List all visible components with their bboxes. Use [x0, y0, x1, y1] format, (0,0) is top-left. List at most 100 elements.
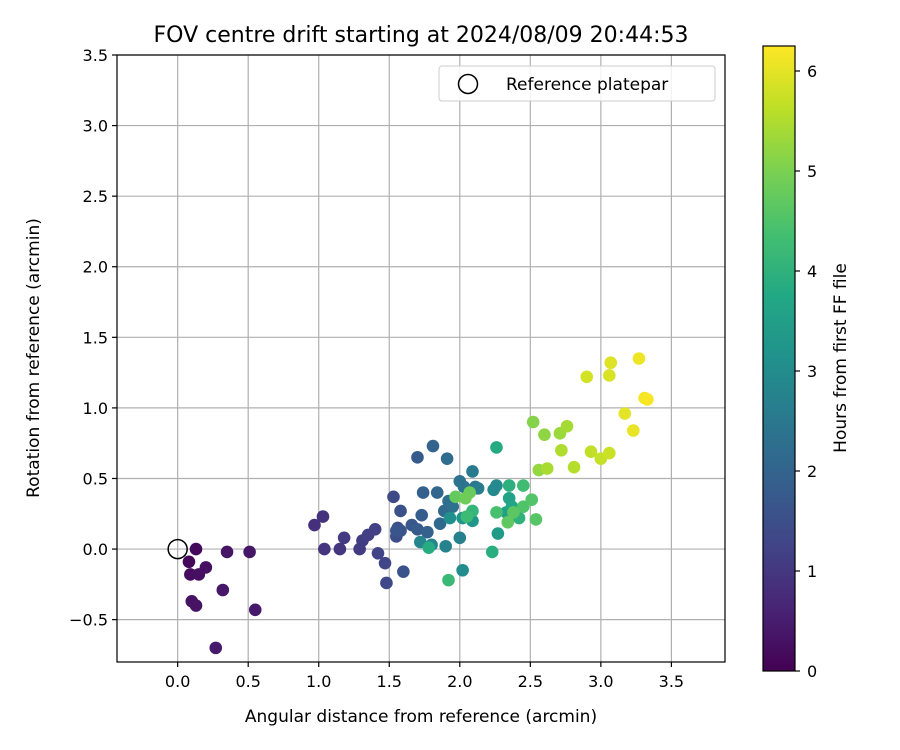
- data-point: [459, 491, 472, 505]
- y-tick-label: 2.0: [83, 258, 108, 277]
- y-tick-label: 3.5: [83, 46, 108, 65]
- data-point: [416, 486, 430, 499]
- x-tick-label: 1.0: [306, 672, 331, 691]
- data-point: [490, 506, 503, 519]
- x-axis-label: Angular distance from reference (arcmin): [245, 707, 597, 727]
- x-tick-label: 1.5: [377, 672, 402, 691]
- colorbar-ticks: 0 1 2 3 4 5 6: [795, 62, 817, 681]
- x-tick-label: 3.0: [588, 672, 613, 691]
- reference-platepar-marker: [167, 538, 188, 560]
- x-tick-label: 0.0: [165, 672, 190, 691]
- data-point: [604, 356, 618, 370]
- data-point: [209, 641, 223, 655]
- colorbar-gradient: [762, 45, 796, 672]
- data-point: [443, 511, 457, 525]
- data-point: [466, 465, 479, 478]
- data-point: [439, 539, 452, 553]
- data-point: [538, 428, 551, 442]
- data-point: [516, 500, 530, 514]
- colorbar-tick-label: 0: [807, 662, 817, 681]
- data-point: [199, 561, 213, 574]
- data-point: [490, 479, 503, 492]
- data-point: [456, 563, 469, 577]
- data-point: [243, 545, 256, 559]
- scatter-points: [182, 352, 654, 655]
- data-point: [618, 407, 632, 420]
- data-point: [182, 555, 196, 569]
- data-point: [378, 556, 392, 570]
- data-point: [632, 352, 646, 365]
- y-axis-label: Rotation from reference (arcmin): [24, 218, 44, 498]
- data-point: [220, 545, 234, 559]
- data-point: [308, 518, 321, 532]
- data-point: [411, 451, 424, 464]
- data-point: [449, 490, 462, 504]
- data-point: [415, 508, 429, 522]
- data-point: [529, 513, 543, 526]
- colorbar-tick-label: 4: [807, 262, 817, 281]
- x-axis-ticks: 0.0 0.5 1.0 1.5 2.0 2.5 3.0 3.5: [165, 662, 684, 691]
- colorbar-tick-label: 3: [807, 362, 817, 381]
- data-point: [440, 452, 454, 466]
- data-point: [422, 541, 436, 554]
- data-point: [426, 439, 440, 453]
- data-point: [387, 490, 400, 504]
- data-point: [516, 479, 530, 492]
- data-point: [318, 542, 331, 556]
- data-point: [411, 523, 424, 536]
- data-point: [540, 462, 554, 475]
- data-point: [560, 419, 574, 433]
- data-point: [507, 506, 520, 519]
- data-point: [316, 510, 330, 523]
- data-point: [580, 370, 594, 384]
- data-point: [490, 441, 503, 454]
- data-point: [333, 542, 347, 556]
- colorbar-tick-label: 2: [807, 462, 817, 481]
- data-point: [502, 479, 516, 492]
- data-point: [584, 445, 598, 458]
- data-point: [501, 515, 515, 529]
- data-point: [603, 446, 616, 460]
- x-tick-label: 0.5: [235, 672, 260, 691]
- y-axis-ticks: −0.5 0.0 0.5 1.0 1.5 2.0 2.5 3.0 3.5: [69, 46, 117, 630]
- data-point: [430, 486, 444, 499]
- data-point: [603, 369, 616, 382]
- colorbar-label: Hours from first FF file: [831, 263, 851, 453]
- colorbar-tick-label: 5: [807, 162, 817, 181]
- y-tick-label: 1.0: [83, 399, 108, 418]
- colorbar-tick-label: 6: [807, 62, 817, 81]
- data-point: [491, 527, 505, 540]
- data-point: [446, 500, 460, 514]
- data-point: [380, 576, 393, 590]
- data-point: [394, 504, 407, 518]
- data-point: [421, 525, 434, 539]
- y-tick-label: 0.0: [83, 540, 108, 559]
- data-point: [189, 542, 203, 556]
- data-point: [371, 547, 385, 560]
- y-tick-label: −0.5: [69, 611, 108, 630]
- data-point: [485, 545, 499, 559]
- data-point: [460, 510, 474, 523]
- data-point: [216, 583, 230, 597]
- colorbar: 0 1 2 3 4 5 6 Hours from first FF file: [762, 45, 851, 681]
- data-point: [525, 493, 539, 506]
- plot-frame: [116, 54, 726, 663]
- x-tick-label: 2.0: [447, 672, 472, 691]
- legend-box: [438, 65, 716, 102]
- data-point: [627, 424, 640, 437]
- data-point: [337, 531, 351, 545]
- data-point: [397, 565, 410, 578]
- data-point: [442, 573, 455, 587]
- data-point: [368, 523, 382, 536]
- chart-title: FOV centre drift starting at 2024/08/09 …: [154, 23, 689, 48]
- legend-marker-icon: [457, 73, 479, 95]
- y-tick-label: 1.5: [83, 328, 108, 347]
- data-point: [567, 460, 581, 474]
- data-point: [189, 599, 203, 612]
- legend-entry-reference-platepar: Reference platepar: [506, 75, 668, 95]
- legend: Reference platepar: [438, 65, 716, 102]
- data-point: [526, 415, 540, 429]
- data-point: [453, 531, 467, 545]
- y-tick-label: 2.5: [83, 187, 108, 206]
- colorbar-tick-label: 1: [807, 562, 817, 581]
